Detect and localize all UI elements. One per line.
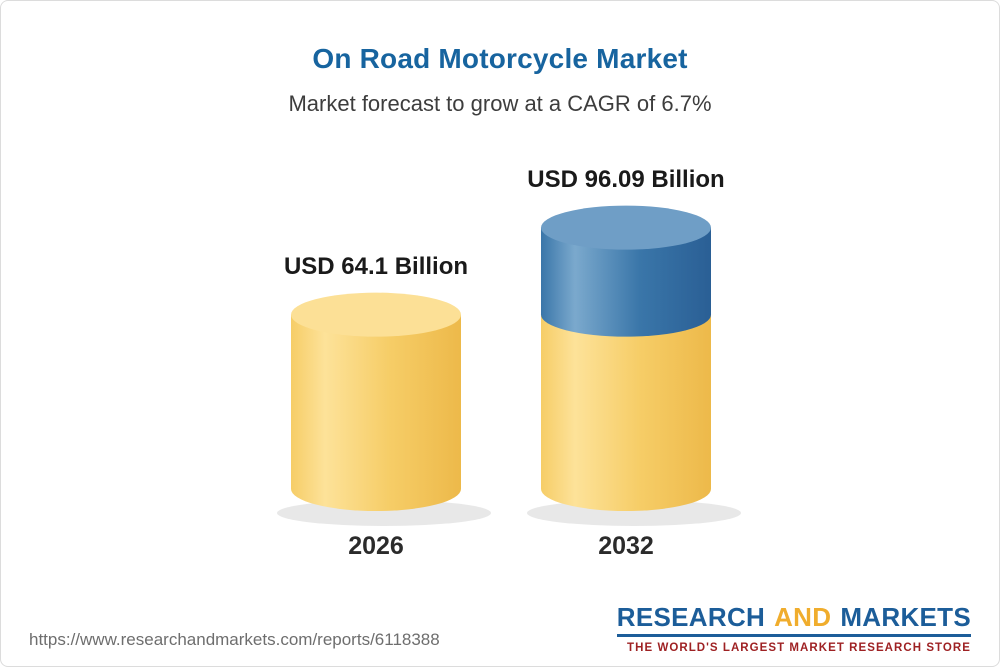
year-label-0: 2026 bbox=[348, 532, 404, 560]
value-label-1: USD 96.09 Billion bbox=[527, 165, 725, 193]
logo-word-research: RESEARCH bbox=[616, 602, 766, 632]
chart-subtitle: Market forecast to grow at a CAGR of 6.7… bbox=[288, 91, 712, 116]
year-label-1: 2032 bbox=[598, 532, 654, 560]
logo-underline bbox=[616, 634, 971, 637]
research-and-markets-logo: RESEARCH AND MARKETS THE WORLD'S LARGEST… bbox=[616, 604, 971, 654]
logo-tagline: THE WORLD'S LARGEST MARKET RESEARCH STOR… bbox=[627, 642, 971, 654]
logo-wordmark: RESEARCH AND MARKETS bbox=[617, 604, 971, 630]
value-label-0: USD 64.1 Billion bbox=[283, 252, 469, 280]
logo-word-markets: MARKETS bbox=[840, 602, 971, 632]
chart-title: On Road Motorcycle Market bbox=[312, 43, 688, 74]
logo-word-and: AND bbox=[774, 602, 832, 632]
report-url: https://www.researchandmarkets.com/repor… bbox=[29, 630, 440, 649]
header: On Road Motorcycle Market Market forecas… bbox=[1, 43, 999, 117]
